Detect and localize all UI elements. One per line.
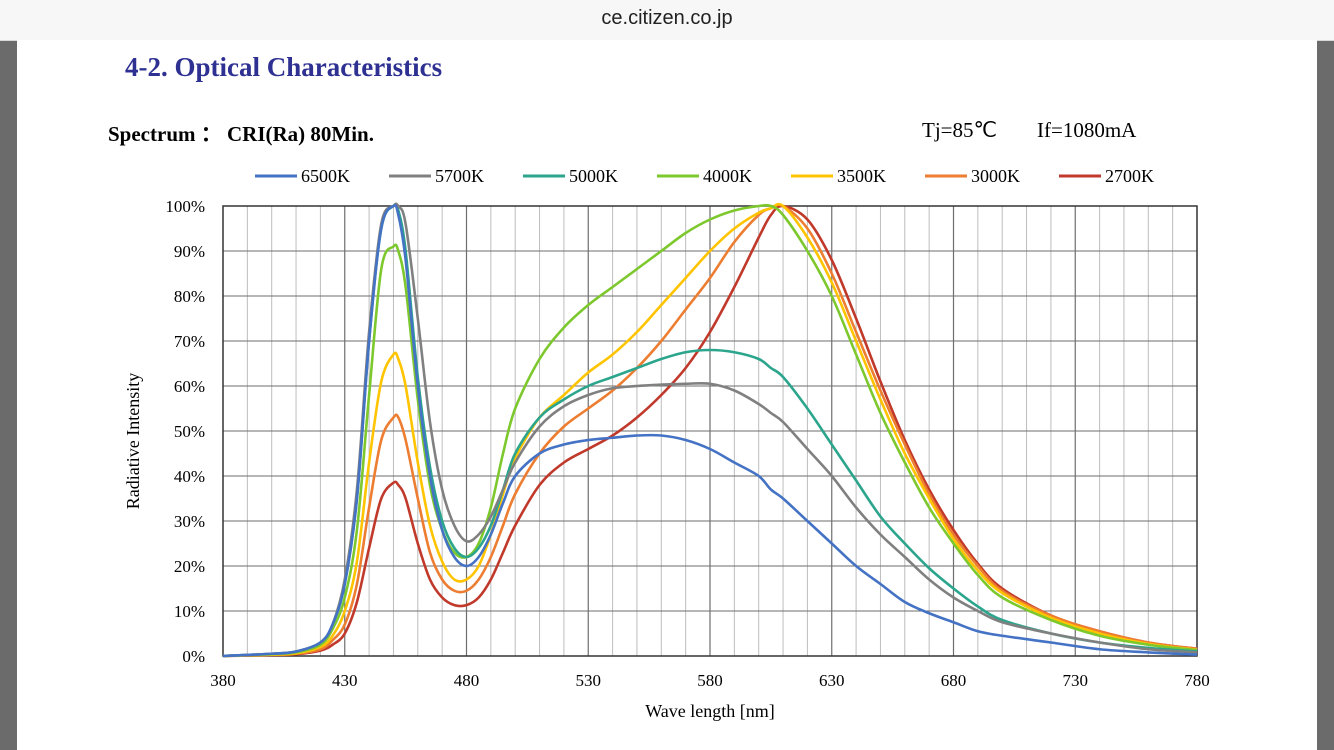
legend-item-2700K: 2700K [1059,166,1154,186]
document-page: 4-2. Optical Characteristics Spectrum ： … [17,40,1317,750]
x-tick-label: 730 [1063,671,1089,690]
y-tick-label: 0% [182,647,205,666]
x-tick-label: 580 [697,671,723,690]
series-line-4000K [222,203,1198,658]
spectrum-chart: 380 430 480 530 580 630 680 730 780 0% 10% 20% 30% 40… [123,166,1210,721]
chart-series [222,202,1198,658]
legend-label: 2700K [1105,166,1154,186]
y-tick-label: 100% [165,197,205,216]
y-tick-label: 10% [174,602,205,621]
junction-temperature: Tj=85℃ [922,118,998,142]
legend-item-3500K: 3500K [791,166,886,186]
series-line-3000K [222,203,1198,658]
y-tick-label: 90% [174,242,205,261]
x-tick-label: 530 [576,671,602,690]
legend-label: 5700K [435,166,484,186]
x-tick-label: 430 [332,671,358,690]
y-axis-label: Radiative Intensity [123,373,143,509]
y-tick-label: 60% [174,377,205,396]
x-tick-label: 380 [210,671,236,690]
x-axis-label: Wave length [nm] [645,701,775,721]
x-tick-label: 680 [941,671,967,690]
y-tick-label: 40% [174,467,205,486]
forward-current: If=1080mA [1037,118,1137,142]
series-line-6500K [222,203,1198,658]
legend-item-5700K: 5700K [389,166,484,186]
legend-item-6500K: 6500K [255,166,350,186]
chart-grid [223,206,1197,656]
legend-label: 3500K [837,166,886,186]
series-line-3500K [222,202,1198,658]
plot-border [222,205,1198,657]
url-text[interactable]: ce.citizen.co.jp [601,7,733,29]
browser-address-bar[interactable]: ce.citizen.co.jp [0,0,1334,41]
y-tick-label: 30% [174,512,205,531]
legend-label: 6500K [301,166,350,186]
x-tick-label: 780 [1184,671,1210,690]
chart-legend: 6500K 5700K 5000K 4000K 3500K 3000K 2700K [255,166,1154,186]
series-line-2700K [222,204,1198,658]
chart-axes: 380 430 480 530 580 630 680 730 780 0% 10% 20% 30% 40… [165,197,1209,690]
x-tick-label: 630 [819,671,845,690]
y-tick-label: 50% [174,422,205,441]
legend-item-5000K: 5000K [523,166,618,186]
y-tick-label: 20% [174,557,205,576]
legend-label: 3000K [971,166,1020,186]
legend-label: 4000K [703,166,752,186]
y-tick-label: 70% [174,332,205,351]
legend-label: 5000K [569,166,618,186]
legend-item-3000K: 3000K [925,166,1020,186]
legend-item-4000K: 4000K [657,166,752,186]
x-tick-label: 480 [454,671,480,690]
spectrum-title: Spectrum ： CRI(Ra) 80Min. [108,122,374,146]
section-title: 4-2. Optical Characteristics [125,52,443,82]
y-tick-label: 80% [174,287,205,306]
